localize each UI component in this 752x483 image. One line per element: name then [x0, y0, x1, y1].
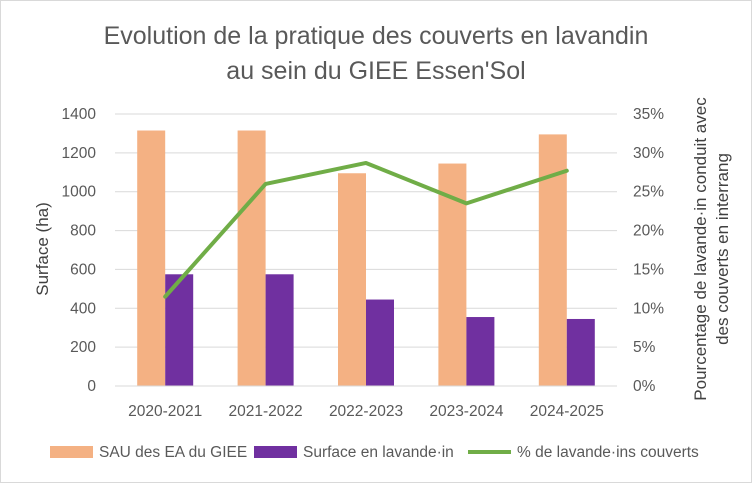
bar-surface-lavandin — [265, 274, 294, 386]
legend-swatch — [254, 446, 297, 458]
y2-tick-label: 35% — [633, 106, 664, 123]
y-tick-label: 1400 — [62, 106, 97, 123]
legend-label: % de lavande·ins couverts — [517, 444, 699, 461]
chart-title-line-2: au sein du GIEE Essen'Sol — [226, 57, 525, 85]
chart-title-line-1: Evolution de la pratique des couverts en… — [104, 22, 649, 50]
line-series — [163, 160, 569, 299]
y2-tick-label: 20% — [633, 223, 664, 240]
x-tick-label: 2022-2023 — [329, 403, 403, 420]
y-axis-title: Surface (ha) — [33, 202, 52, 296]
y-tick-label: 800 — [70, 223, 96, 240]
bar-sau — [237, 130, 266, 386]
x-tick-label: 2024-2025 — [530, 403, 604, 420]
legend-label: Surface en lavande·in — [303, 444, 454, 461]
y-tick-label: 600 — [70, 261, 96, 278]
y2-tick-label: 0% — [633, 378, 656, 395]
x-tick-label: 2021-2022 — [229, 403, 303, 420]
legend: SAU des EA du GIEE Surface en lavande·in%… — [50, 444, 699, 461]
x-tick-label: 2020-2021 — [128, 403, 202, 420]
legend-swatch — [50, 446, 93, 458]
y-tick-label: 1200 — [62, 145, 97, 162]
y2-axis-title-line-2: des couverts en interrang — [713, 153, 732, 345]
y2-tick-label: 15% — [633, 261, 664, 278]
axes: 0 200 400 600 800 1000 1200 1400 0% 5% 10% 15% 20% 25… — [62, 106, 665, 420]
y2-tick-label: 25% — [633, 184, 664, 201]
y-tick-label: 200 — [70, 339, 96, 356]
line-pct-couverts — [163, 160, 569, 299]
bar-surface-lavandin — [366, 299, 394, 386]
y2-tick-label: 10% — [633, 300, 664, 317]
y-tick-label: 0 — [87, 378, 96, 395]
y2-tick-label: 5% — [633, 339, 656, 356]
y2-axis-title-line-1: Pourcentage de lavande·in conduit avec — [691, 97, 710, 401]
y2-tick-label: 30% — [633, 145, 664, 162]
y-tick-label: 400 — [70, 300, 96, 317]
legend-label: SAU des EA du GIEE — [99, 444, 247, 461]
bars — [137, 130, 595, 386]
bar-surface-lavandin — [466, 317, 495, 386]
bar-surface-lavandin — [566, 318, 595, 386]
x-tick-label: 2023-2024 — [429, 403, 504, 420]
y-tick-label: 1000 — [62, 184, 97, 201]
bar-sau — [137, 130, 166, 386]
bar-sau — [338, 173, 366, 386]
